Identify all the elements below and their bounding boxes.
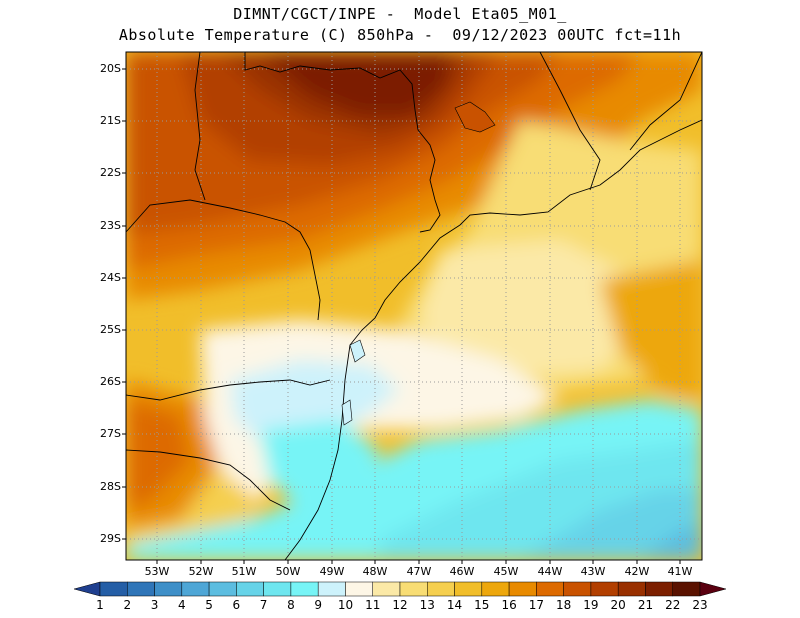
- colorbar-segment: [317, 581, 346, 597]
- colorbar-label: 7: [259, 598, 268, 612]
- colorbar-label: 9: [314, 598, 322, 612]
- colorbar-segment: [672, 581, 701, 597]
- colorbar-segment: [263, 581, 292, 597]
- lon-label: 45W: [493, 565, 519, 578]
- political-borders: [126, 52, 702, 560]
- map-frame: [125, 51, 703, 561]
- colorbar-label: 22: [665, 598, 681, 612]
- colorbar-label: 13: [419, 598, 435, 612]
- colorbar-label: 21: [637, 598, 654, 612]
- colorbar-segment: [73, 581, 101, 597]
- colorbar-label: 2: [123, 598, 132, 612]
- colorbar-label: 4: [177, 598, 186, 612]
- lon-label: 48W: [362, 565, 388, 578]
- colorbar-label: 5: [205, 598, 213, 612]
- lat-label: 28S: [100, 480, 121, 493]
- colorbar-segment: [645, 581, 673, 597]
- lon-label: 43W: [580, 565, 606, 578]
- colorbar-segment: [154, 581, 183, 597]
- colorbar-label: 11: [365, 598, 381, 612]
- colorbar-segment: [454, 581, 483, 597]
- colorbar-segment: [372, 581, 401, 597]
- lat-label: 24S: [100, 271, 121, 284]
- colorbar-segment: [699, 581, 727, 597]
- axis-ticks: [122, 68, 681, 564]
- lat-label: 26S: [100, 375, 121, 388]
- colorbar-segment: [563, 581, 592, 597]
- lon-label: 41W: [667, 565, 693, 578]
- colorbar-segment: [508, 581, 537, 597]
- colorbar-segment: [536, 581, 564, 597]
- colorbar-segment: [99, 581, 128, 597]
- colorbar-label: 18: [555, 598, 572, 612]
- lon-label: 51W: [231, 565, 257, 578]
- lon-label: 44W: [537, 565, 563, 578]
- colorbar-segment: [127, 581, 155, 597]
- lat-label: 29S: [100, 532, 121, 545]
- colorbar-label: 19: [583, 598, 599, 612]
- map-title-line-2: Absolute Temperature (C) 850hPa - 09/12/…: [118, 26, 682, 44]
- lon-label: 50W: [275, 565, 301, 578]
- temperature-field: [126, 52, 702, 560]
- colorbar-segment: [427, 581, 455, 597]
- colorbar-segment: [345, 581, 373, 597]
- lon-label: 42W: [624, 565, 650, 578]
- colorbar-segment: [399, 581, 428, 597]
- colorbar-label: 23: [692, 598, 708, 612]
- colorbar: [73, 581, 727, 597]
- colorbar-label: 15: [474, 598, 490, 612]
- lon-label: 47W: [406, 565, 432, 578]
- colorbar-label: 16: [501, 598, 517, 612]
- colorbar-label: 17: [528, 598, 544, 612]
- colorbar-segment: [181, 581, 210, 597]
- colorbar-label: 10: [337, 598, 354, 612]
- colorbar-segment: [590, 581, 619, 597]
- colorbar-label: 3: [150, 598, 159, 612]
- colorbar-segment: [208, 581, 237, 597]
- colorbar-segment: [236, 581, 264, 597]
- colorbar-label: 1: [96, 598, 104, 612]
- colorbar-label: 12: [392, 598, 408, 612]
- lat-label: 27S: [100, 427, 121, 440]
- lon-label: 52W: [188, 565, 214, 578]
- lat-label: 20S: [100, 62, 121, 75]
- colorbar-label: 8: [287, 598, 295, 612]
- colorbar-label: 14: [446, 598, 463, 612]
- lon-label: 53W: [144, 565, 170, 578]
- lon-label: 46W: [449, 565, 475, 578]
- colorbar-segment: [290, 581, 319, 597]
- colorbar-label: 20: [610, 598, 626, 612]
- lon-label: 49W: [319, 565, 345, 578]
- coastal-lakes: [341, 101, 496, 426]
- map-gridlines: [126, 52, 702, 560]
- lat-label: 21S: [100, 114, 121, 127]
- map-title-line-1: DIMNT/CGCT/INPE - Model Eta05_M01_: [233, 5, 567, 23]
- lat-label: 22S: [100, 166, 121, 179]
- colorbar-segment: [481, 581, 510, 597]
- lat-label: 23S: [100, 219, 121, 232]
- lat-label: 25S: [100, 323, 121, 336]
- colorbar-label: 6: [232, 598, 241, 612]
- colorbar-segment: [617, 581, 646, 597]
